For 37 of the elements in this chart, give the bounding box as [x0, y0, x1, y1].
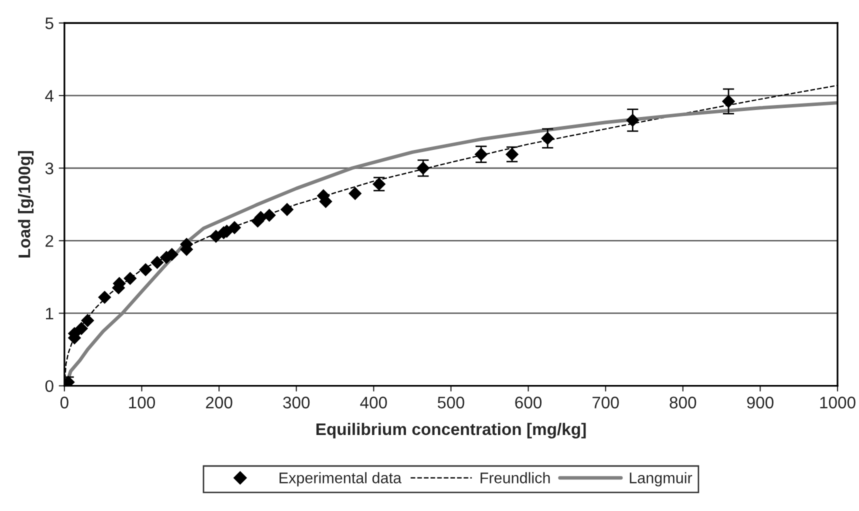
- point: [541, 132, 554, 145]
- point: [139, 263, 152, 276]
- y-tick-label: 3: [45, 162, 54, 174]
- point: [124, 272, 137, 285]
- point: [348, 186, 362, 200]
- x-tick-label: 900: [747, 396, 774, 408]
- y-tick-label: 0: [45, 380, 54, 392]
- y-tick-label: 4: [45, 90, 54, 102]
- point: [98, 290, 112, 304]
- legend-label: Langmuir: [630, 472, 692, 486]
- x-tick-label: 700: [592, 396, 619, 408]
- point: [228, 221, 242, 234]
- legend-label: Freundlich: [480, 472, 550, 484]
- x-tick-label: 0: [60, 396, 68, 408]
- point: [81, 314, 94, 328]
- x-tick-label: 400: [360, 396, 387, 408]
- point: [416, 162, 430, 175]
- x-tick-label: 500: [438, 396, 464, 408]
- x-tick-label: 1000: [820, 396, 856, 408]
- x-tick-label: 600: [515, 396, 542, 408]
- point: [722, 94, 736, 108]
- point: [280, 202, 294, 216]
- y-tick-label: 2: [46, 235, 54, 247]
- y-axis-title: Load [g/100g]: [18, 151, 34, 258]
- point: [74, 322, 88, 336]
- y-tick-label: 1: [46, 308, 54, 320]
- x-tick-label: 200: [206, 396, 232, 408]
- x-tick-label: 800: [670, 396, 696, 408]
- y-tick-label: 5: [45, 18, 54, 30]
- point: [474, 148, 488, 161]
- legend-label: Experimental data: [280, 472, 402, 486]
- x-axis-title: Equilibrium concentration [mg/kg]: [316, 422, 586, 438]
- point: [626, 114, 640, 127]
- x-tick-label: 100: [129, 396, 155, 408]
- point: [150, 256, 164, 270]
- x-tick-label: 300: [283, 396, 310, 408]
- point: [262, 208, 276, 222]
